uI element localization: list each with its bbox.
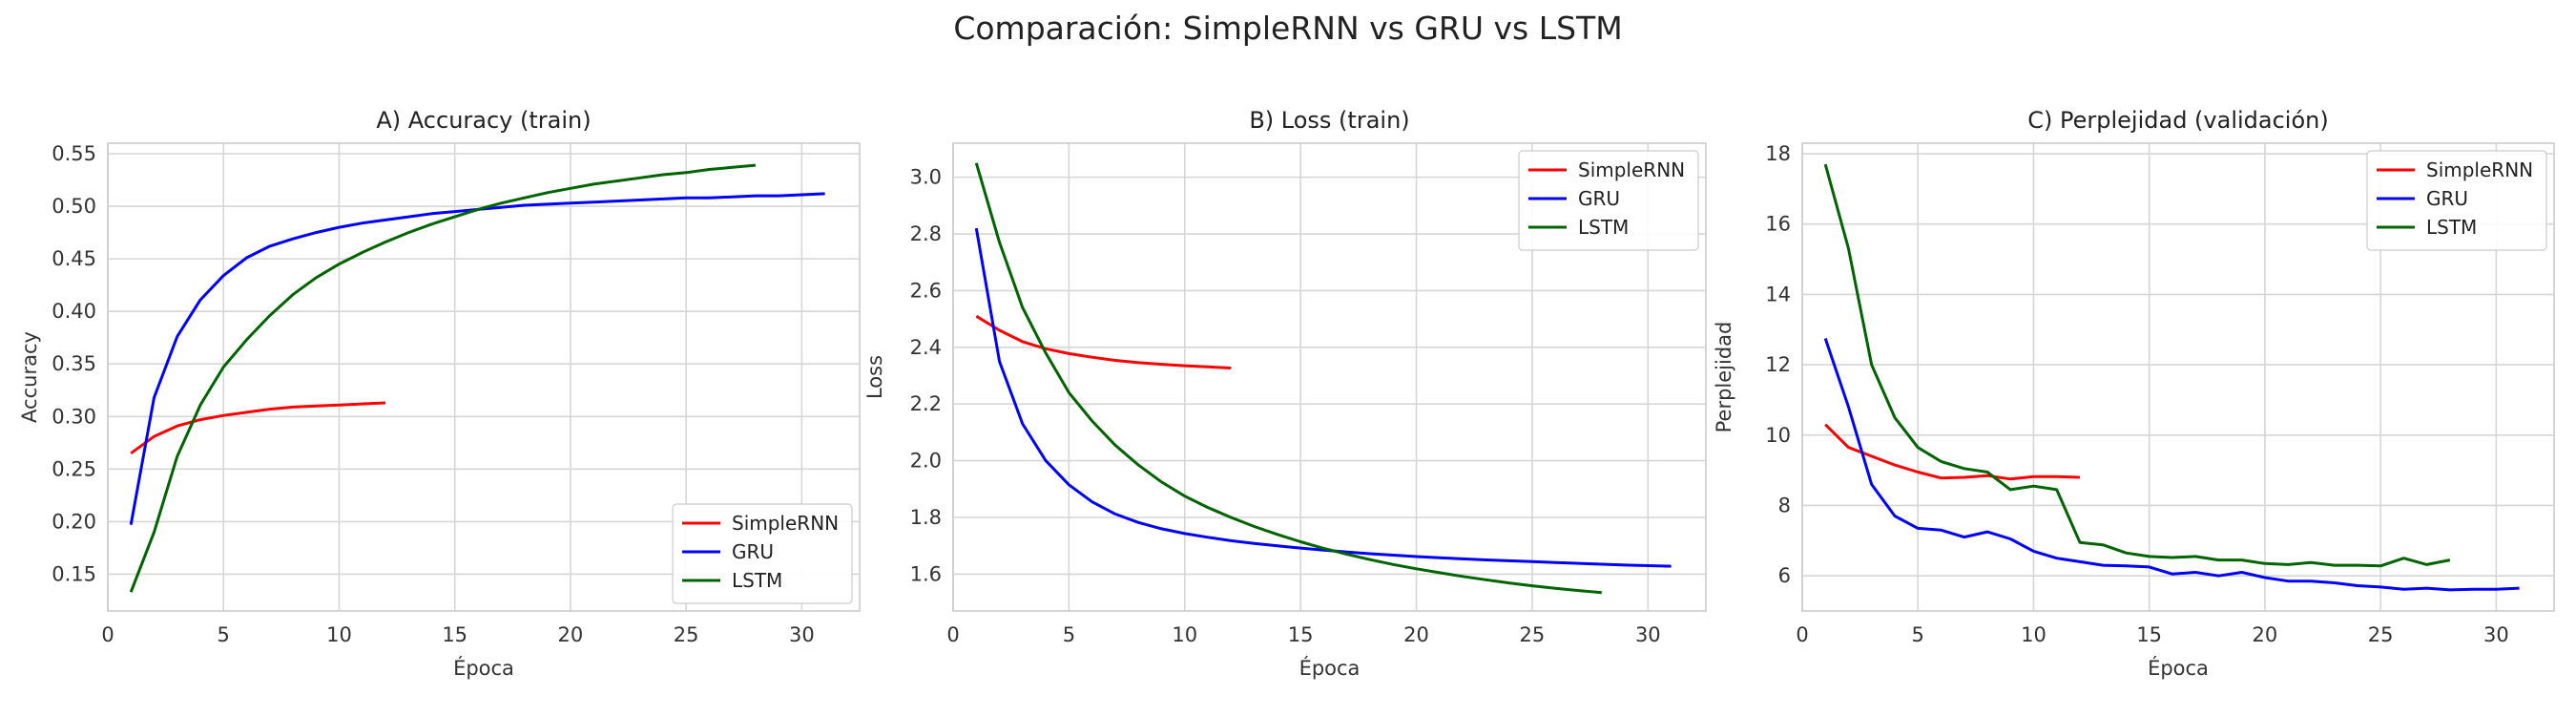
y-tick-label: 1.8 — [910, 506, 942, 529]
legend-label: LSTM — [732, 569, 782, 592]
x-tick-label: 20 — [1403, 623, 1429, 646]
y-tick-label: 16 — [1765, 213, 1791, 236]
y-tick-label: 0.45 — [52, 247, 96, 270]
series-line-lstm — [1823, 163, 2451, 568]
y-tick-label: 18 — [1765, 142, 1791, 165]
y-tick-label: 0.15 — [52, 562, 96, 585]
y-tick-label: 0.40 — [52, 300, 96, 323]
y-axis-label: Perplejidad — [1713, 322, 1735, 433]
plot-frame — [1801, 142, 2555, 612]
y-tick-label: 0.50 — [52, 195, 96, 218]
x-tick-label: 30 — [1635, 623, 1661, 646]
legend-label: GRU — [2426, 187, 2468, 210]
x-tick-label: 5 — [218, 623, 230, 646]
x-tick-label: 25 — [1520, 623, 1546, 646]
y-axis-label: Accuracy — [18, 331, 41, 423]
legend: SimpleRNN GRU LSTM — [672, 503, 853, 604]
y-tick-label: 2.8 — [910, 222, 942, 245]
figure-title: Comparación: SimpleRNN vs GRU vs LSTM — [953, 10, 1623, 47]
series-line-gru — [974, 227, 1672, 568]
legend-box — [1518, 150, 1699, 251]
x-tick-label: 0 — [946, 623, 959, 646]
legend-label: SimpleRNN — [732, 512, 839, 535]
legend: SimpleRNN GRU LSTM — [1518, 150, 1699, 251]
y-axis-label: Loss — [863, 355, 886, 399]
y-tick-label: 8 — [1778, 494, 1791, 516]
series-line-simplernn — [1824, 423, 2081, 481]
chart-title: A) Accuracy (train) — [376, 107, 591, 134]
x-tick-label: 30 — [2483, 623, 2509, 646]
legend: SimpleRNN GRU LSTM — [2366, 150, 2547, 251]
legend-label: GRU — [1578, 187, 1620, 210]
legend-box — [2366, 150, 2547, 251]
legend-label: LSTM — [2426, 216, 2477, 239]
plot-frame — [952, 142, 1707, 612]
chart-title: B) Loss (train) — [1249, 107, 1409, 134]
x-tick-label: 20 — [2253, 623, 2278, 646]
x-tick-label: 0 — [1796, 623, 1808, 646]
series-line-gru — [129, 192, 825, 525]
y-tick-label: 2.4 — [910, 336, 942, 359]
x-tick-label: 20 — [558, 623, 584, 646]
x-tick-label: 30 — [789, 623, 815, 646]
legend-label: SimpleRNN — [1578, 158, 1685, 181]
y-tick-label: 1.6 — [910, 562, 942, 585]
x-axis-label: Época — [453, 656, 514, 680]
legend-label: SimpleRNN — [2426, 158, 2533, 181]
series-line-gru — [1823, 338, 2520, 592]
legend-label: GRU — [732, 540, 774, 563]
y-tick-label: 0.35 — [52, 352, 96, 375]
y-tick-label: 2.0 — [910, 450, 942, 473]
x-tick-label: 10 — [1172, 623, 1197, 646]
x-axis-label: Época — [2148, 656, 2209, 680]
series-line-lstm — [129, 163, 757, 593]
series-line-simplernn — [130, 401, 386, 455]
x-tick-label: 5 — [1912, 623, 1924, 646]
x-axis-label: Época — [1299, 656, 1361, 680]
y-tick-label: 0.25 — [52, 457, 96, 480]
y-tick-label: 12 — [1765, 353, 1791, 376]
y-tick-label: 2.2 — [910, 392, 942, 415]
x-tick-label: 10 — [326, 623, 352, 646]
x-tick-label: 25 — [674, 623, 699, 646]
chart-panel-3: 0 5 10 15 20 25 30 6 8 10 12 14 16 18 C) Perplejidad (… — [1713, 107, 2555, 680]
x-tick-label: 10 — [2021, 623, 2046, 646]
legend-label: LSTM — [1578, 216, 1629, 239]
x-tick-label: 15 — [442, 623, 467, 646]
x-tick-label: 15 — [2136, 623, 2162, 646]
series-line-simplernn — [975, 314, 1232, 369]
chart-title: C) Perplejidad (validación) — [2027, 107, 2328, 134]
y-tick-label: 0.55 — [52, 142, 96, 165]
x-tick-label: 15 — [1288, 623, 1314, 646]
y-tick-label: 0.30 — [52, 405, 96, 428]
legend-box — [672, 503, 853, 604]
y-tick-label: 0.20 — [52, 510, 96, 533]
x-tick-label: 0 — [101, 623, 114, 646]
plot-frame — [107, 142, 861, 612]
chart-panel-1: 0 5 10 15 20 25 30 0.15 0.20 0.25 0.30 0.35 0.40 0.45… — [18, 107, 861, 680]
chart-panel-2: 0 5 10 15 20 25 30 1.6 1.8 2.0 2.2 2.4 2.6 2.8 3.0 B) L… — [863, 107, 1707, 680]
x-tick-label: 25 — [2368, 623, 2394, 646]
y-tick-label: 2.6 — [910, 279, 942, 302]
series-line-lstm — [974, 162, 1602, 595]
y-tick-label: 10 — [1765, 424, 1791, 447]
y-tick-label: 6 — [1778, 564, 1791, 587]
y-tick-label: 14 — [1765, 283, 1791, 305]
y-tick-label: 3.0 — [910, 166, 942, 189]
x-tick-label: 5 — [1063, 623, 1075, 646]
